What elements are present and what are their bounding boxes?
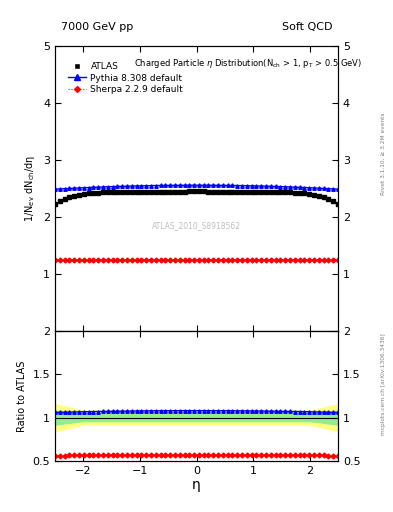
- Text: Charged Particle $\eta$ Distribution(N$_\mathregular{ch}$ > 1, p$_\mathregular{T: Charged Particle $\eta$ Distribution(N$_…: [134, 57, 362, 71]
- Sherpa 2.2.9 default: [134, 257, 139, 263]
- Line: ATLAS: ATLAS: [53, 189, 340, 206]
- Line: Pythia 8.308 default: Pythia 8.308 default: [53, 183, 340, 191]
- Pythia 8.308 default: [336, 186, 340, 193]
- Pythia 8.308 default: [192, 182, 196, 188]
- Pythia 8.308 default: [53, 186, 57, 193]
- Text: Soft QCD: Soft QCD: [282, 22, 332, 32]
- Sherpa 2.2.9 default: [336, 257, 340, 263]
- Line: Sherpa 2.2.9 default: Sherpa 2.2.9 default: [53, 258, 340, 262]
- ATLAS: [101, 189, 105, 196]
- ATLAS: [336, 201, 340, 207]
- ATLAS: [144, 189, 149, 195]
- Text: Rivet 3.1.10, ≥ 3.2M events: Rivet 3.1.10, ≥ 3.2M events: [381, 112, 386, 195]
- ATLAS: [235, 188, 240, 195]
- ATLAS: [192, 188, 196, 195]
- X-axis label: η: η: [192, 478, 201, 493]
- Pythia 8.308 default: [149, 183, 153, 189]
- Sherpa 2.2.9 default: [125, 257, 129, 263]
- Legend: ATLAS, Pythia 8.308 default, Sherpa 2.2.9 default: ATLAS, Pythia 8.308 default, Sherpa 2.2.…: [65, 59, 186, 97]
- ATLAS: [125, 189, 129, 195]
- Y-axis label: 1/N$_\mathregular{ev}$ dN$_\mathregular{ch}$/d$\mathregular{\eta}$: 1/N$_\mathregular{ev}$ dN$_\mathregular{…: [24, 155, 37, 222]
- Text: ATLAS_2010_S8918562: ATLAS_2010_S8918562: [152, 221, 241, 230]
- Pythia 8.308 default: [101, 184, 105, 190]
- Sherpa 2.2.9 default: [144, 257, 149, 263]
- Sherpa 2.2.9 default: [53, 257, 57, 263]
- Sherpa 2.2.9 default: [149, 257, 153, 263]
- Pythia 8.308 default: [125, 183, 129, 189]
- Pythia 8.308 default: [134, 183, 139, 189]
- Pythia 8.308 default: [144, 183, 149, 189]
- Pythia 8.308 default: [235, 182, 240, 188]
- Y-axis label: Ratio to ATLAS: Ratio to ATLAS: [17, 360, 27, 432]
- Sherpa 2.2.9 default: [235, 257, 240, 263]
- ATLAS: [134, 189, 139, 195]
- Sherpa 2.2.9 default: [192, 257, 196, 263]
- ATLAS: [53, 201, 57, 207]
- Text: mcplots.cern.ch [arXiv:1306.3436]: mcplots.cern.ch [arXiv:1306.3436]: [381, 333, 386, 435]
- ATLAS: [149, 188, 153, 195]
- Text: 7000 GeV pp: 7000 GeV pp: [61, 22, 133, 32]
- Sherpa 2.2.9 default: [101, 257, 105, 263]
